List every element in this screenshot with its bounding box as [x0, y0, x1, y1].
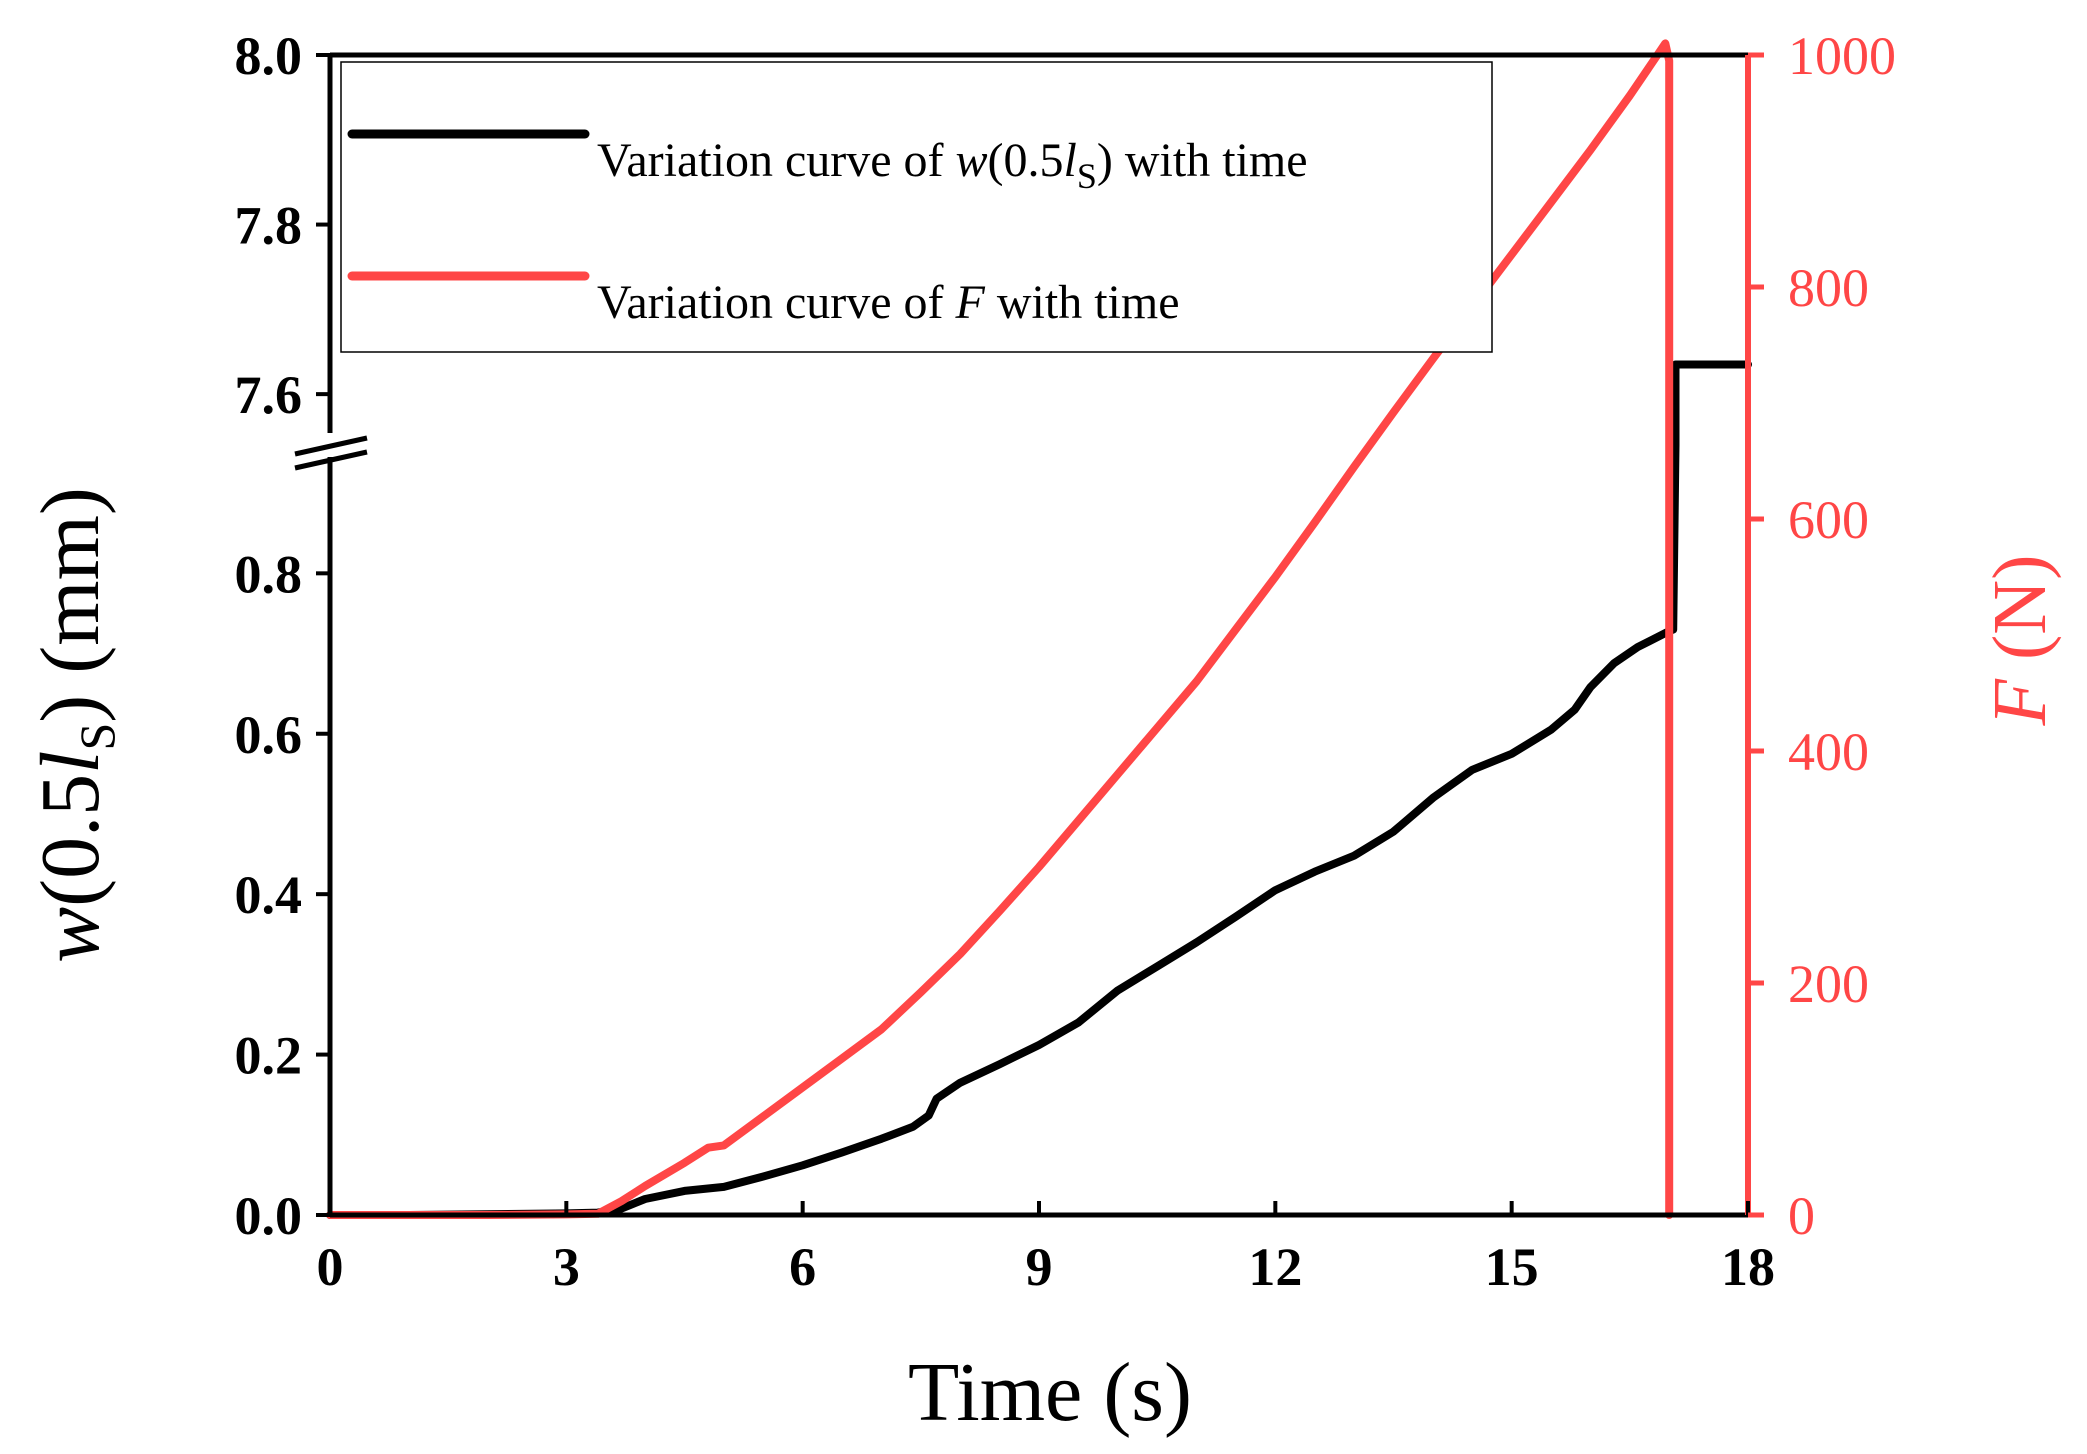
y-axis-title-unit: (mm)	[24, 487, 117, 695]
y2-tick-label: 1000	[1788, 26, 1896, 86]
legend-f-suffix: with time	[985, 276, 1180, 329]
x-axis-title: Time (s)	[908, 1346, 1192, 1439]
series-layer	[326, 39, 1752, 1219]
legend-label-w: Variation curve of w(0.5lS) with time	[597, 134, 1308, 196]
x-tick-label: 15	[1485, 1237, 1539, 1297]
y-tick-label: 0.2	[235, 1026, 303, 1086]
y-tick-label: 7.6	[235, 365, 303, 425]
legend-f-prefix: Variation curve of	[597, 276, 956, 329]
legend-w-subvar: l	[1064, 134, 1077, 187]
y-axis-title-var: w	[24, 907, 117, 963]
x-tick-label: 3	[553, 1237, 580, 1297]
y2-tick-label: 800	[1788, 258, 1869, 318]
legend-w-subscript: S	[1077, 156, 1097, 196]
legend-w-prefix: Variation curve of	[597, 134, 956, 187]
y2-axis-title-unit: (N)	[1978, 555, 2062, 680]
x-tick-label: 6	[789, 1237, 816, 1297]
y-tick-label: 8.0	[235, 26, 303, 86]
y-tick-label: 0.8	[235, 544, 303, 604]
y-axis-title-open: (0.5	[24, 774, 117, 907]
axis-break-mark	[294, 449, 368, 471]
series-line-w	[326, 360, 1752, 1219]
x-tick-label: 18	[1721, 1237, 1775, 1297]
y-axis-title-subvar: l	[24, 751, 117, 774]
y2-tick-label: 200	[1788, 954, 1869, 1014]
y2-tick-label: 0	[1788, 1186, 1815, 1246]
y-axis-title: w(0.5lS) (mm)	[24, 487, 125, 963]
legend-w-var: w	[956, 134, 988, 187]
x-tick-label: 12	[1248, 1237, 1302, 1297]
y2-tick-label: 600	[1788, 490, 1869, 550]
x-tick-label: 9	[1026, 1237, 1053, 1297]
y-axis-title-subscript: S	[69, 723, 125, 751]
legend-f-var: F	[955, 276, 986, 329]
y-axis-title-close: )	[24, 695, 117, 723]
legend-w-mid: (0.5	[988, 134, 1064, 187]
y-tick-label: 0.0	[235, 1186, 303, 1246]
series-line-f	[326, 39, 1674, 1219]
y-tick-label: 0.4	[235, 865, 303, 925]
y2-axis-title: F (N)	[1978, 555, 2062, 727]
x-tick-label: 0	[317, 1237, 344, 1297]
y2-tick-label: 400	[1788, 722, 1869, 782]
axis-break-mark	[294, 435, 368, 457]
legend-w-suffix: ) with time	[1097, 134, 1308, 187]
y-tick-label: 0.6	[235, 705, 303, 765]
ticks-layer: 0 3 6 9 12 15 18 0.0 0.2 0.4 0.6 0.8 7.6 7.8 8.0 0 200 40…	[235, 26, 1897, 1297]
y2-axis-title-var: F	[1978, 677, 2062, 726]
legend: Variation curve of w(0.5lS) with time Va…	[340, 61, 1493, 353]
y-tick-label: 7.8	[235, 196, 303, 256]
legend-box	[340, 61, 1493, 353]
legend-label-f: Variation curve of F with time	[597, 276, 1180, 329]
